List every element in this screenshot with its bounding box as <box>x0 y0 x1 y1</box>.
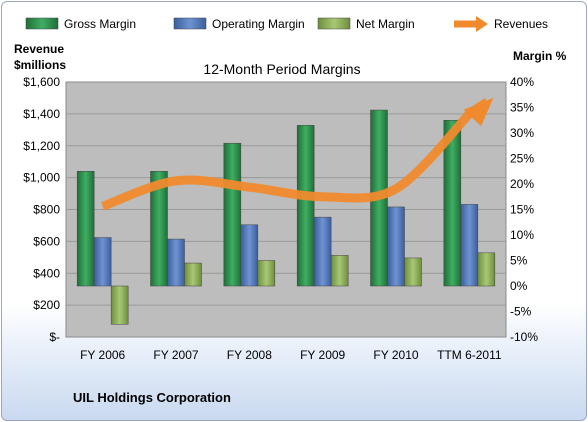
bar-operating-margin <box>460 204 479 287</box>
bar-gross-margin <box>150 171 168 287</box>
right-axis-tick-label: -5% <box>510 305 532 319</box>
bar-operating-margin <box>93 237 112 287</box>
revenue-line <box>101 110 473 211</box>
x-axis-tick-label: FY 2010 <box>373 348 418 362</box>
left-axis-tick-label: $- <box>49 330 60 344</box>
left-axis-tick-label: $200 <box>33 298 60 312</box>
right-axis-tick-label: -10% <box>510 330 538 344</box>
legend-label-operating-margin: Operating Margin <box>212 17 305 31</box>
legend-label-net-margin: Net Margin <box>356 17 415 31</box>
right-axis-tick-label: 30% <box>510 126 534 140</box>
right-axis-tick-label: 5% <box>510 254 528 268</box>
bar-operating-margin <box>240 224 259 287</box>
x-axis-tick-label: FY 2007 <box>153 348 198 362</box>
legend-swatch-net-margin <box>317 17 351 30</box>
legend-swatch-operating-margin <box>173 17 207 30</box>
bar-operating-margin <box>313 216 332 287</box>
legend-arrow-revenues <box>476 16 488 32</box>
right-axis-tick-label: 25% <box>510 152 534 166</box>
company-name: UIL Holdings Corporation <box>73 390 231 405</box>
bar-gross-margin <box>223 142 242 287</box>
x-axis-tick-label: FY 2008 <box>227 348 272 362</box>
right-axis-tick-label: 20% <box>510 177 534 191</box>
right-axis-tick-label: 15% <box>510 203 534 217</box>
revenue-arrowhead <box>463 97 494 127</box>
bar-gross-margin <box>76 171 95 287</box>
bar-net-margin <box>257 260 276 287</box>
left-axis-title-line1: Revenue <box>14 42 64 56</box>
right-axis-tick-label: 40% <box>510 75 534 89</box>
bar-net-margin <box>477 252 496 287</box>
right-axis-tick-label: 0% <box>510 279 528 293</box>
right-axis-tick-label: 35% <box>510 101 534 115</box>
left-axis-tick-label: $1,400 <box>23 107 60 121</box>
left-axis-tick-label: $1,600 <box>23 75 60 89</box>
bar-net-margin <box>330 255 349 287</box>
x-axis-tick-label: FY 2009 <box>300 348 345 362</box>
left-axis-tick-label: $800 <box>33 203 60 217</box>
bar-operating-margin <box>167 238 185 287</box>
left-axis-tick-label: $1,200 <box>23 139 60 153</box>
left-axis-title-line2: $millions <box>14 58 66 72</box>
left-axis-tick-label: $400 <box>33 266 60 280</box>
legend-swatch-gross-margin <box>25 17 59 30</box>
x-axis-tick-label: TTM 6-2011 <box>437 348 502 362</box>
left-axis-tick-label: $600 <box>33 234 60 248</box>
x-axis-tick-label: FY 2006 <box>80 348 125 362</box>
bar-net-margin <box>404 257 422 287</box>
legend-label-gross-margin: Gross Margin <box>64 17 136 31</box>
chart-title: 12-Month Period Margins <box>203 61 360 77</box>
legend-label-revenues: Revenues <box>494 17 548 31</box>
bar-net-margin <box>110 285 129 325</box>
bar-net-margin <box>184 262 202 287</box>
bar-gross-margin <box>296 125 315 287</box>
bar-gross-margin <box>443 120 462 287</box>
right-axis-tick-label: 10% <box>510 228 534 242</box>
bar-operating-margin <box>387 206 405 287</box>
right-axis-title: Margin % <box>513 49 567 63</box>
left-axis-tick-label: $1,000 <box>23 171 60 185</box>
